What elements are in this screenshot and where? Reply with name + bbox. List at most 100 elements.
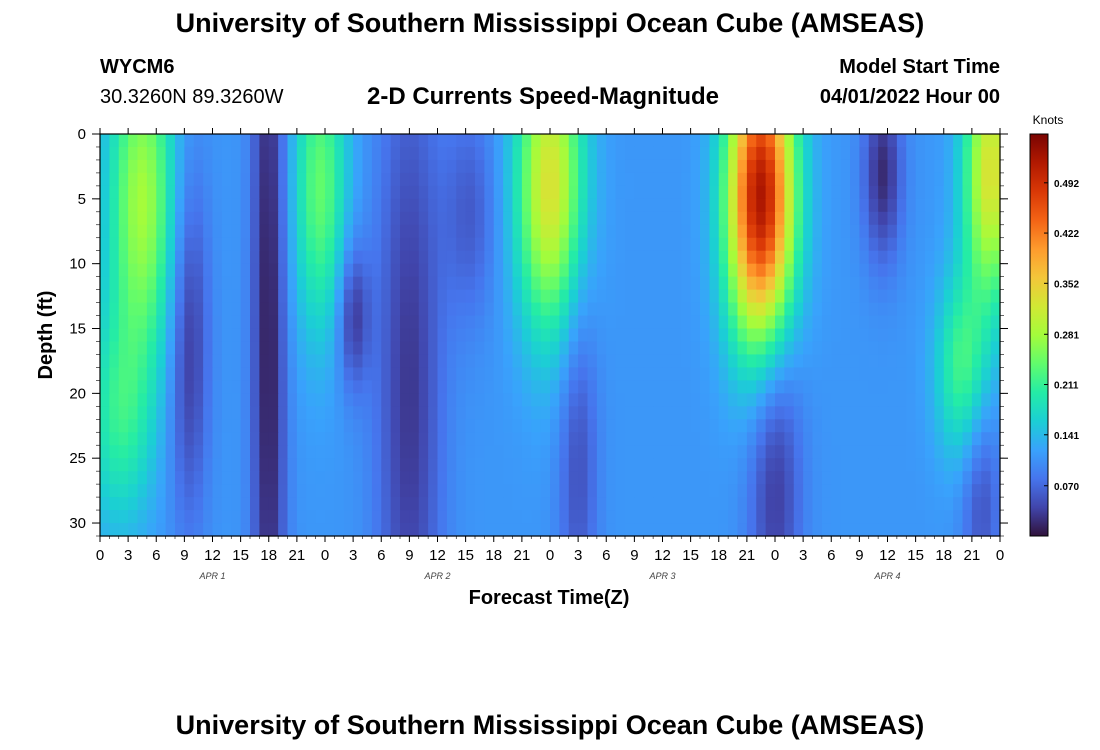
heatmap-cell	[428, 328, 439, 343]
heatmap-cell	[700, 185, 710, 200]
heatmap-cell	[606, 211, 617, 226]
heatmap-cell	[221, 328, 232, 343]
heatmap-cell	[109, 263, 120, 278]
heatmap-cell	[606, 276, 617, 291]
heatmap-cell	[156, 380, 167, 394]
heatmap-cell	[437, 445, 448, 459]
heatmap-cell	[596, 471, 607, 485]
heatmap-cell	[625, 458, 635, 472]
heatmap-cell	[653, 224, 664, 239]
heatmap-cell	[475, 354, 485, 369]
heatmap-cell	[793, 250, 804, 265]
heatmap-cell	[634, 198, 645, 213]
heatmap-cell	[962, 172, 973, 187]
heatmap-cell	[118, 134, 129, 148]
heatmap-cell	[587, 237, 598, 252]
heatmap-cell	[812, 224, 823, 239]
heatmap-cell	[784, 484, 795, 498]
heatmap-cell	[390, 458, 401, 472]
heatmap-cell	[446, 367, 457, 381]
x-tick-label: 6	[827, 547, 835, 564]
heatmap-cell	[859, 458, 870, 472]
heatmap-cell	[587, 510, 598, 524]
heatmap-cell	[953, 445, 964, 459]
y-tick-label: 15	[69, 321, 86, 338]
heatmap-cell	[746, 146, 757, 161]
heatmap-cell	[456, 302, 467, 317]
heatmap-cell	[746, 211, 757, 226]
heatmap-cell	[400, 172, 410, 187]
heatmap-cell	[662, 224, 673, 239]
heatmap-cell	[681, 432, 692, 446]
heatmap-cell	[240, 211, 251, 226]
heatmap-cell	[990, 523, 1001, 537]
heatmap-cell	[559, 211, 570, 226]
heatmap-cell	[456, 211, 467, 226]
heatmap-cell	[531, 198, 542, 213]
heatmap-cell	[990, 211, 1001, 226]
heatmap-cell	[878, 367, 889, 381]
heatmap-cell	[878, 354, 889, 369]
heatmap-cell	[831, 510, 842, 524]
heatmap-cell	[831, 211, 842, 226]
heatmap-cell	[934, 419, 945, 433]
heatmap-cell	[503, 458, 514, 472]
heatmap-cell	[296, 458, 307, 472]
heatmap-cell	[296, 341, 307, 356]
heatmap-cell	[315, 237, 326, 252]
heatmap-cell	[906, 302, 917, 317]
heatmap-cell	[831, 185, 842, 200]
heatmap-cell	[906, 471, 917, 485]
heatmap-cell	[803, 341, 814, 356]
heatmap-cell	[503, 263, 514, 278]
heatmap-cell	[268, 432, 279, 446]
heatmap-cell	[775, 276, 785, 291]
heatmap-cell	[840, 289, 851, 304]
heatmap-cell	[578, 367, 589, 381]
heatmap-cell	[418, 445, 429, 459]
heatmap-cell	[165, 354, 176, 369]
heatmap-cell	[418, 198, 429, 213]
heatmap-cell	[596, 289, 607, 304]
heatmap-cell	[643, 237, 654, 252]
heatmap-cell	[128, 289, 139, 304]
heatmap-cell	[446, 380, 457, 394]
heatmap-cell	[137, 523, 148, 537]
heatmap-cell	[606, 263, 617, 278]
heatmap-cell	[700, 432, 710, 446]
heatmap-cell	[475, 523, 485, 537]
heatmap-cell	[193, 393, 204, 407]
heatmap-cell	[512, 237, 523, 252]
heatmap-cell	[896, 484, 907, 498]
heatmap-cell	[465, 172, 476, 187]
heatmap-cell	[868, 159, 879, 174]
heatmap-cell	[250, 393, 260, 407]
heatmap-cell	[137, 354, 148, 369]
heatmap-cell	[765, 445, 776, 459]
heatmap-cell	[128, 471, 139, 485]
heatmap-cell	[353, 380, 364, 394]
heatmap-cell	[896, 276, 907, 291]
heatmap-cell	[559, 315, 570, 330]
heatmap-cell	[943, 224, 954, 239]
heatmap-cell	[709, 523, 720, 537]
heatmap-cell	[381, 432, 392, 446]
heatmap-cell	[212, 484, 223, 498]
heatmap-cell	[868, 419, 879, 433]
heatmap-cell	[221, 523, 232, 537]
heatmap-cell	[268, 497, 279, 511]
x-tick-label: 0	[996, 547, 1004, 564]
heatmap-cell	[540, 159, 551, 174]
heatmap-cell	[212, 185, 223, 200]
heatmap-cell	[128, 237, 139, 252]
heatmap-cell	[859, 510, 870, 524]
heatmap-cell	[278, 134, 289, 148]
heatmap-cell	[850, 484, 860, 498]
heatmap-cell	[315, 484, 326, 498]
heatmap-cell	[409, 211, 420, 226]
heatmap-cell	[700, 276, 710, 291]
heatmap-cell	[400, 445, 410, 459]
heatmap-cell	[559, 146, 570, 161]
heatmap-cell	[634, 341, 645, 356]
heatmap-cell	[559, 458, 570, 472]
